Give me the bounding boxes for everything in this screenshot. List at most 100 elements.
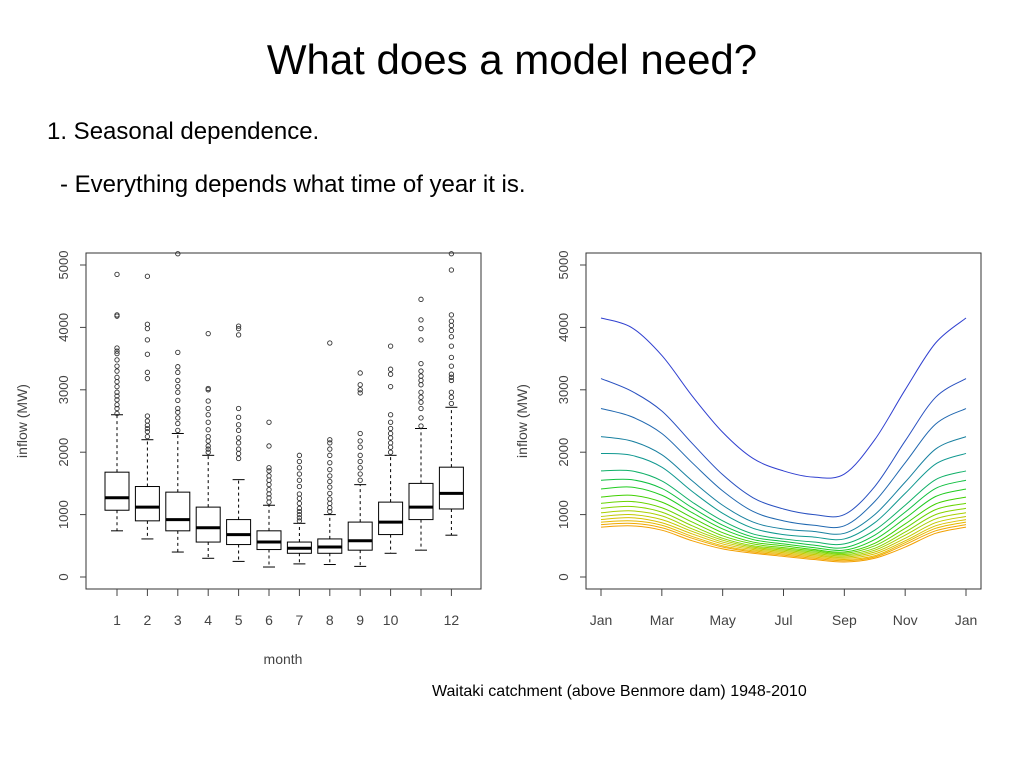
boxplot-box-month-3 [165,251,191,553]
outlier-point [448,267,455,273]
outlier-point [418,296,424,302]
outlier-point [296,465,303,471]
boxplot-y-tick-label: 4000 [56,313,71,342]
outlier-point [205,385,211,392]
outlier-point [235,455,242,462]
outlier-point [387,440,394,446]
outlier-point [144,413,151,419]
outlier-point [448,400,455,407]
outlier-point [175,409,181,415]
outlier-point [327,490,333,497]
outlier-point [114,374,120,380]
boxplot-x-axis: 1 2 3 4 5 6 7 8 9 10 12 [113,589,459,628]
boxplot-box-month-4 [195,330,221,559]
boxplot-box-month-2 [134,273,160,540]
outlier-point [235,332,242,338]
outlier-point [114,384,120,390]
outlier-point [418,394,424,400]
outlier-point [387,449,394,455]
outlier-point [205,427,211,433]
outlier-point [114,405,120,412]
outlier-point [296,458,303,465]
outlier-point [175,251,181,257]
outlier-point [296,500,303,507]
series-line-15 [600,408,967,529]
outlier-point [144,351,151,357]
series-line-9 [600,494,967,553]
outlier-point [448,374,455,380]
outlier-point [266,486,272,493]
outlier-point [235,427,242,434]
outlier-point [175,389,181,395]
outlier-point [327,340,333,346]
outlier-point [205,405,211,412]
outlier-point [144,375,151,382]
outlier-point [357,438,363,444]
outlier-point [357,430,363,437]
outlier-point [418,415,424,421]
outlier-point [114,389,120,395]
outlier-point [357,458,363,465]
outlier-point [387,412,394,418]
boxplot-x-tick-label: 12 [444,612,460,628]
outlier-point [448,389,455,395]
bullet-time-of-year: - Everything depends what time of year i… [60,171,526,198]
outlier-point [144,273,151,279]
outlier-point [114,402,120,408]
linechart-y-tick-label: 5000 [556,251,571,280]
outlier-point [144,418,151,424]
outlier-point [175,364,181,370]
linechart-x-tick-label: Jan [955,612,978,628]
boxplot-box-month-8 [317,340,343,566]
outlier-point [327,452,333,458]
outlier-point [144,369,151,375]
outlier-point [114,350,120,357]
outlier-point [296,518,303,524]
boxplot-box-month-11 [408,296,434,551]
outlier-point [387,419,394,425]
outlier-point [235,440,242,446]
outlier-point [114,397,120,403]
outlier-point [235,323,242,329]
linechart-y-tick-label: 1000 [556,500,571,529]
series-line-17 [600,317,967,479]
boxplot-y-tick-label: 3000 [56,375,71,404]
boxplot-boxes [104,251,464,568]
outlier-point [144,337,151,343]
boxplot-x-tick-label: 1 [113,612,121,628]
outlier-point [296,511,303,518]
outlier-point [175,420,181,427]
outlier-point [175,349,181,356]
outlier-point [296,477,303,483]
outlier-point [144,428,151,435]
box-iqr [347,521,373,551]
boxplot-y-axis: 0 1000 2000 3000 4000 5000 [56,251,86,581]
outlier-point [144,425,151,432]
outlier-point [175,384,181,390]
outlier-point [418,373,424,379]
outlier-point [387,384,394,390]
boxplot-y-label: inflow (MW) [14,384,30,458]
series-line-11 [600,478,967,549]
linechart-series [600,317,967,563]
linechart-x-tick-label: May [709,612,735,628]
outlier-point [357,390,363,396]
boxplot-x-tick-label: 8 [326,612,334,628]
outlier-point [327,467,333,473]
outlier-point [418,317,424,323]
series-line-3 [600,520,967,561]
outlier-point [205,330,211,337]
outlier-point [266,473,272,479]
outlier-point [327,496,333,502]
boxplot-box-month-10 [378,343,404,554]
outlier-point [114,368,120,374]
outlier-point [296,505,303,512]
outlier-point [235,435,242,441]
outlier-point [175,397,181,404]
box-iqr [256,530,282,551]
series-line-8 [600,500,967,554]
outlier-point [114,393,120,399]
box-iqr [378,501,404,536]
outlier-point [114,271,120,278]
outlier-point [114,410,120,417]
